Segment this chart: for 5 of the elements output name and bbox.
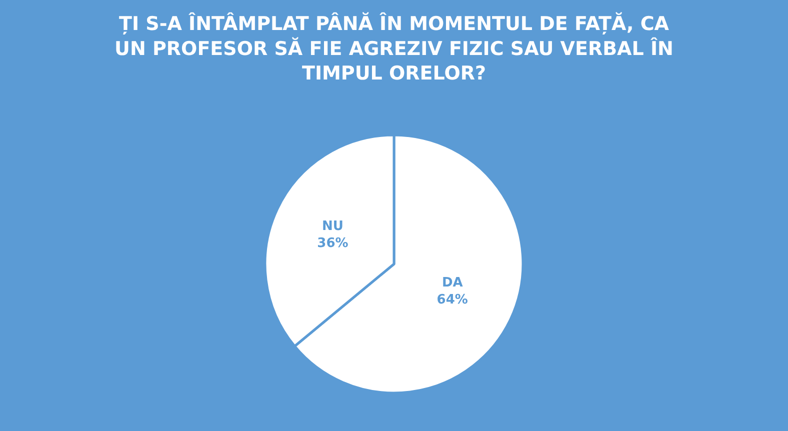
slice-label: DA [442,276,463,291]
data-label: 36% [317,236,348,252]
data-label: 64% [436,292,468,308]
slice-label: NU [322,219,344,234]
chart-title: ȚI S-A ÎNTÂMPLAT PÂNĂ ÎN MOMENTUL DE FAȚĂ, CA UN PROFESOR SĂ FIE AGREZIV FIZIC SAU VERBAL ÎN TIMPUL ORELOR? [114,12,674,85]
